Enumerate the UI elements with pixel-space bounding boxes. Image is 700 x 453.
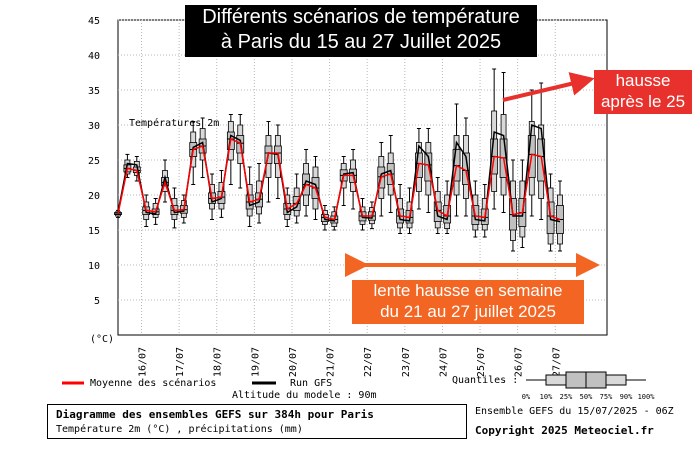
run-label: Ensemble GEFS du 15/07/2025 - 06Z (475, 406, 674, 417)
x-tick-label: 24/07 (438, 347, 449, 377)
quantiles-label: Quantiles : (452, 375, 519, 386)
y-tick-label: 5 (94, 296, 100, 307)
quantile-tick-label: 25% (560, 393, 573, 401)
y-tick-label: 25 (88, 156, 100, 167)
chart-axes: 5 10 15 20 25 30 35 40 45 16/07 17/07 18/07 19/07 20/… (88, 16, 562, 377)
title-line-1: Différents scénarios de température (202, 6, 520, 28)
legend-group: 0% 10% 25% 50% 75% 90% 100% (62, 371, 656, 401)
hausse-callout: hausse après le 25 (594, 70, 692, 114)
quantile-tick-label: 100% (638, 393, 656, 401)
hausse-line-1: hausse (615, 71, 671, 90)
box-plot (462, 117, 470, 217)
series-label: Températures 2m (129, 118, 220, 129)
x-tick-label: 19/07 (250, 347, 261, 377)
quantile-tick-label: 75% (600, 393, 613, 401)
title-line-2: à Paris du 15 au 27 Juillet 2025 (220, 31, 502, 53)
x-tick-label: 23/07 (401, 347, 412, 377)
quantile-tick-label: 90% (620, 393, 633, 401)
annotation-arrows (345, 72, 600, 277)
y-tick-label: 35 (88, 86, 100, 97)
x-tick-label: 16/07 (138, 347, 149, 377)
y-tick-label: 45 (88, 16, 100, 27)
y-tick-label: 20 (88, 191, 100, 202)
y-tick-label: 10 (88, 261, 100, 272)
hausse-arrow (502, 72, 595, 102)
footer-line-2: Température 2m (°C) , précipitations (mm… (56, 424, 303, 435)
legend-mean-label: Moyenne des scénarios (90, 378, 217, 389)
y-tick-label: 15 (88, 226, 100, 237)
chart-title: Différents scénarios de température à Pa… (185, 5, 537, 57)
x-tick-label: 20/07 (288, 347, 299, 377)
mean-line (117, 137, 561, 221)
x-tick-label: 26/07 (514, 347, 525, 377)
x-tick-label: 22/07 (363, 347, 374, 377)
quantile-tick-label: 10% (540, 393, 553, 401)
lente-line-2: du 21 au 27 juillet 2025 (380, 302, 556, 321)
altitude-label: Altitude du modele : 90m (232, 390, 377, 401)
unit-label: (°C) (90, 334, 115, 345)
footer-box: Diagramme des ensembles GEFS sur 384h po… (47, 404, 467, 439)
footer-line-1: Diagramme des ensembles GEFS sur 384h po… (56, 408, 374, 421)
legend-gfs-label: Run GFS (290, 378, 333, 389)
copyright-label: Copyright 2025 Meteociel.fr (475, 424, 654, 437)
lente-callout: lente hausse en semaine du 21 au 27 juil… (352, 280, 584, 324)
x-tick-label: 21/07 (326, 347, 337, 377)
line-group (117, 123, 561, 223)
y-tick-label: 30 (88, 121, 100, 132)
quantile-tick-label: 50% (580, 393, 593, 401)
x-tick-label: 17/07 (175, 347, 186, 377)
lente-line-1: lente hausse en semaine (373, 281, 563, 300)
quantile-tick-label: 0% (522, 393, 531, 401)
hausse-line-2: après le 25 (600, 92, 686, 111)
y-tick-label: 40 (88, 51, 100, 62)
x-tick-label: 18/07 (213, 347, 224, 377)
x-tick-label: 25/07 (476, 347, 487, 377)
x-tick-label: 27/07 (551, 347, 562, 377)
